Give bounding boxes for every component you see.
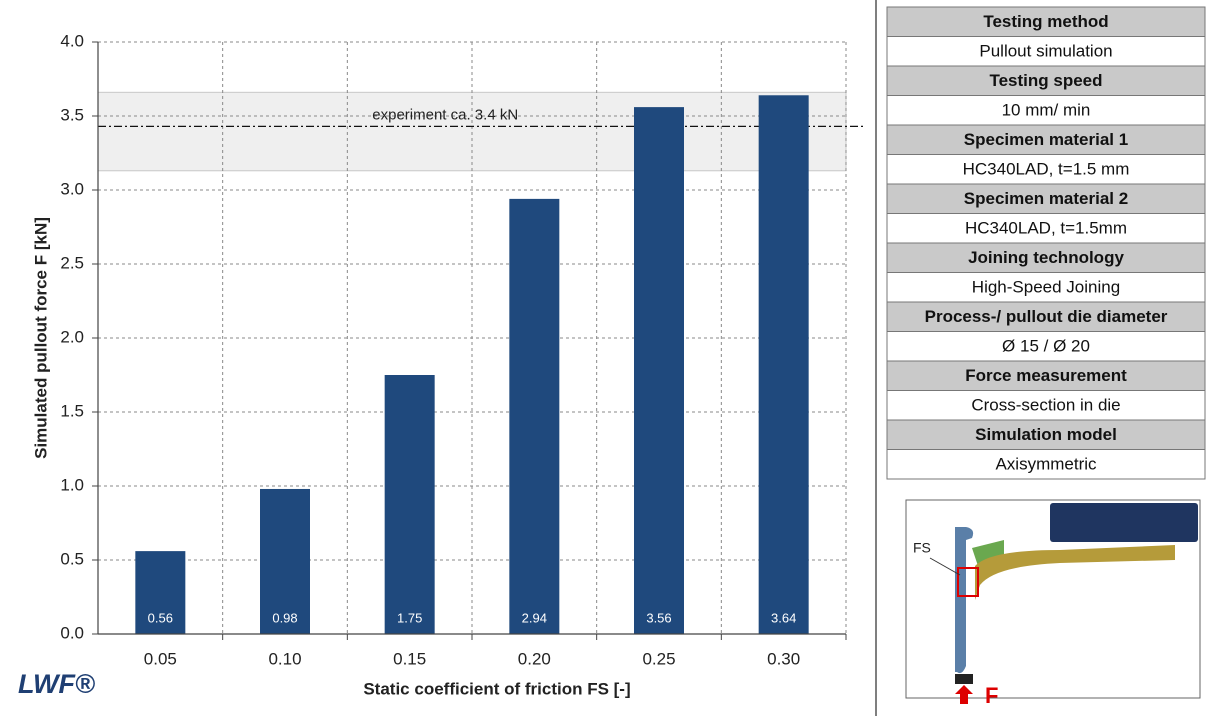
diagram-fs-label: FS	[913, 540, 931, 556]
x-axis-label: Static coefficient of friction FS [-]	[363, 679, 630, 698]
diagram-block	[955, 674, 973, 684]
table-cell-text: Ø 15 / Ø 20	[1002, 337, 1090, 356]
x-tick-label: 0.20	[518, 649, 551, 668]
table-header-text: Testing method	[983, 12, 1108, 31]
x-tick-label: 0.25	[642, 649, 675, 668]
diagram-die	[1050, 503, 1198, 542]
x-tick-label: 0.15	[393, 649, 426, 668]
diagram: FS F	[906, 500, 1200, 708]
y-tick-label: 4.0	[60, 31, 84, 50]
bar-value-label: 2.94	[522, 610, 547, 625]
y-tick-label: 3.5	[60, 105, 84, 124]
y-tick-label: 0.0	[60, 623, 84, 642]
y-tick-label: 1.0	[60, 475, 84, 494]
bar-value-label: 3.64	[771, 610, 796, 625]
bar-value-label: 3.56	[646, 610, 671, 625]
diagram-f-label: F	[985, 683, 998, 708]
y-tick-label: 3.0	[60, 179, 84, 198]
bar-value-label: 0.56	[148, 610, 173, 625]
table-header-text: Specimen material 1	[964, 130, 1128, 149]
table-header-text: Process-/ pullout die diameter	[925, 307, 1168, 326]
table-header-text: Simulation model	[975, 425, 1117, 444]
info-table: Testing method Pullout simulation Testing …	[887, 7, 1205, 479]
y-axis-label: Simulated pullout force F [kN]	[31, 217, 50, 459]
y-tick-label: 2.5	[60, 253, 84, 272]
table-cell-text: Axisymmetric	[995, 455, 1097, 474]
bar-value-label: 1.75	[397, 610, 422, 625]
chart: Simulated pullout force F [kN] Static co…	[0, 0, 1213, 716]
table-header-text: Joining technology	[968, 248, 1124, 267]
bar	[385, 375, 435, 634]
table-cell-text: 10 mm/ min	[1002, 101, 1091, 120]
x-tick-label: 0.10	[268, 649, 301, 668]
y-tick-label: 0.5	[60, 549, 84, 568]
bar	[634, 107, 684, 634]
logo: LWF®	[18, 669, 95, 699]
y-tick-label: 2.0	[60, 327, 84, 346]
table-cell-text: Cross-section in die	[971, 396, 1120, 415]
table-header-text: Specimen material 2	[964, 189, 1128, 208]
bar	[509, 199, 559, 634]
table-cell-text: Pullout simulation	[979, 42, 1112, 61]
table-cell-text: HC340LAD, t=1.5 mm	[963, 160, 1130, 179]
reference-label: experiment ca. 3.4 kN	[372, 106, 518, 123]
bar-value-label: 0.98	[272, 610, 297, 625]
x-tick-label: 0.05	[144, 649, 177, 668]
table-cell-text: High-Speed Joining	[972, 278, 1120, 297]
y-tick-label: 1.5	[60, 401, 84, 420]
x-tick-label: 0.30	[767, 649, 800, 668]
table-cell-text: HC340LAD, t=1.5mm	[965, 219, 1127, 238]
page: Simulated pullout force F [kN] Static co…	[0, 0, 1213, 716]
table-header-text: Force measurement	[965, 366, 1127, 385]
table-header-text: Testing speed	[989, 71, 1102, 90]
bar	[759, 95, 809, 634]
